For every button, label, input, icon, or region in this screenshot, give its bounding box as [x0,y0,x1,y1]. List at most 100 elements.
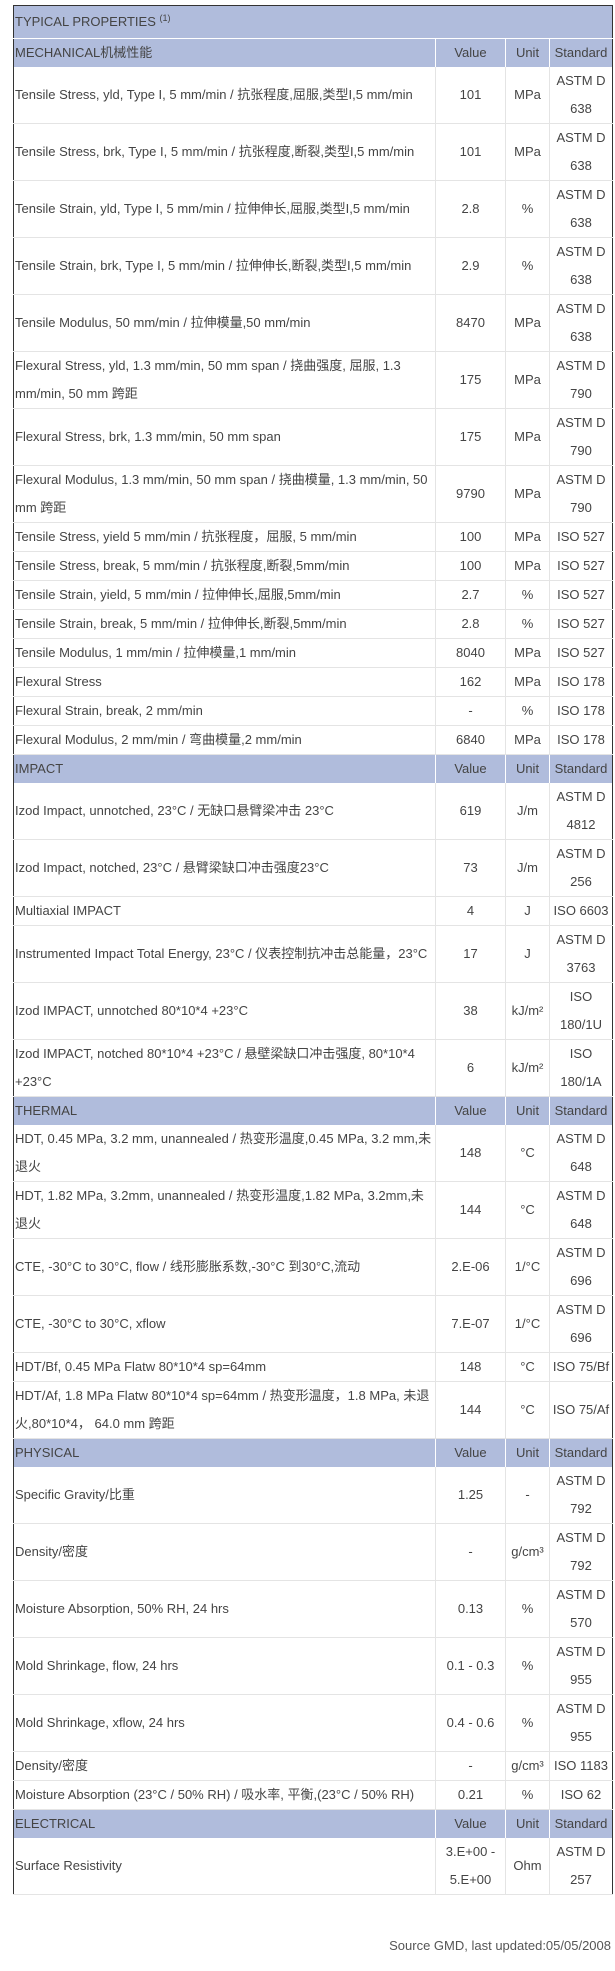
property-value: 2.9 [435,237,506,295]
property-name: HDT, 1.82 MPa, 3.2mm, unannealed / 热变形温度… [13,1181,436,1239]
property-unit: J [505,896,550,926]
property-name: Tensile Stress, break, 5 mm/min / 抗张程度,断… [13,551,436,581]
property-standard: ISO 178 [549,725,613,755]
property-unit: % [505,1580,550,1638]
property-unit: MPa [505,465,550,523]
property-unit: 1/°C [505,1295,550,1353]
property-name: Flexural Strain, break, 2 mm/min [13,696,436,726]
property-standard: ASTM D 792 [549,1467,613,1524]
property-value: 175 [435,408,506,466]
table-row: Izod Impact, unnotched, 23°C / 无缺口悬臂梁冲击 … [13,783,613,840]
property-value: 100 [435,522,506,552]
table-row: Mold Shrinkage, flow, 24 hrs 0.1 - 0.3% AS… [13,1637,613,1695]
table-title-row: TYPICAL PROPERTIES (1) [13,5,613,39]
table-row: Flexural Stress 162 MPa ISO 178 [13,667,613,697]
property-standard: ISO 527 [549,522,613,552]
property-value: 144 [435,1381,506,1439]
property-standard: ASTM D 790 [549,408,613,466]
property-name: HDT/Bf, 0.45 MPa Flatw 80*10*4 sp=64mm [13,1352,436,1382]
property-value: 2.7 [435,580,506,610]
property-value: 175 [435,351,506,409]
property-unit: MPa [505,725,550,755]
property-unit: °C [505,1181,550,1239]
column-header-value: Value [435,38,506,67]
section-header-mechanical: MECHANICAL机械性能 Value Unit Standard [13,38,613,67]
property-standard: ISO 178 [549,667,613,697]
property-name: Mold Shrinkage, flow, 24 hrs [13,1637,436,1695]
property-name: Mold Shrinkage, xflow, 24 hrs [13,1694,436,1752]
property-value: 101 [435,67,506,124]
property-name: Izod Impact, unnotched, 23°C / 无缺口悬臂梁冲击 … [13,783,436,840]
column-header-unit: Unit [505,38,550,67]
table-row: Flexural Stress, brk, 1.3 mm/min, 50 mm … [13,408,613,466]
property-unit: % [505,609,550,639]
section-title: THERMAL [13,1096,436,1125]
property-value: 101 [435,123,506,181]
property-name: Izod Impact, notched, 23°C / 悬臂梁缺口冲击强度23… [13,839,436,897]
section-title: IMPACT [13,754,436,783]
property-name: Flexural Stress, brk, 1.3 mm/min, 50 mm … [13,408,436,466]
column-header-value: Value [435,1438,506,1467]
table-row: Moisture Absorption, 50% RH, 24 hrs 0.13%… [13,1580,613,1638]
property-unit: MPa [505,123,550,181]
property-standard: ASTM D 638 [549,294,613,352]
property-name: Izod IMPACT, unnotched 80*10*4 +23°C [13,982,436,1040]
property-standard: ASTM D 3763 [549,925,613,983]
table-row: Multiaxial IMPACT 4 J ISO 6603 [13,896,613,926]
property-standard: ASTM D 696 [549,1238,613,1296]
section-header-physical: PHYSICAL Value Unit Standard [13,1438,613,1467]
property-name: CTE, -30°C to 30°C, xflow [13,1295,436,1353]
property-value: 6840 [435,725,506,755]
property-name: Surface Resistivity [13,1838,436,1895]
property-unit: % [505,237,550,295]
property-name: Tensile Stress, yld, Type I, 5 mm/min / … [13,67,436,124]
table-row: HDT, 1.82 MPa, 3.2mm, unannealed / 热变形温度… [13,1181,613,1239]
property-unit: MPa [505,551,550,581]
property-value: 0.21 [435,1780,506,1810]
property-name: CTE, -30°C to 30°C, flow / 线形膨胀系数,-30°C … [13,1238,436,1296]
table-row: Tensile Strain, yld, Type I, 5 mm/min / … [13,180,613,238]
property-unit: MPa [505,522,550,552]
property-standard: ISO 180/1A [549,1039,613,1097]
property-name: Flexural Modulus, 2 mm/min / 弯曲模量,2 mm/m… [13,725,436,755]
property-value: 0.1 - 0.3 [435,1637,506,1695]
table-row: HDT, 0.45 MPa, 3.2 mm, unannealed / 热变形温… [13,1125,613,1182]
section-header-thermal: THERMAL Value Unit Standard [13,1096,613,1125]
property-standard: ASTM D 4812 [549,783,613,840]
property-standard: ISO 6603 [549,896,613,926]
property-value: 0.13 [435,1580,506,1638]
property-unit: MPa [505,67,550,124]
table-title: TYPICAL PROPERTIES (1) [13,5,613,39]
property-standard: ASTM D 790 [549,465,613,523]
table-row: HDT/Bf, 0.45 MPa Flatw 80*10*4 sp=64mm 14… [13,1352,613,1382]
table-row: Tensile Stress, brk, Type I, 5 mm/min / … [13,123,613,181]
table-row: Tensile Strain, brk, Type I, 5 mm/min / … [13,237,613,295]
property-standard: ASTM D 638 [549,180,613,238]
table-row: Tensile Stress, yield 5 mm/min / 抗张程度，屈服… [13,522,613,552]
table-row: Tensile Modulus, 50 mm/min / 拉伸模量,50 mm/… [13,294,613,352]
property-value: - [435,696,506,726]
property-value: 7.E-07 [435,1295,506,1353]
property-value: - [435,1751,506,1781]
property-name: HDT, 0.45 MPa, 3.2 mm, unannealed / 热变形温… [13,1125,436,1182]
section-title: MECHANICAL机械性能 [13,38,436,67]
property-value: 100 [435,551,506,581]
column-header-standard: Standard [549,1438,613,1467]
table-row: Flexural Modulus, 1.3 mm/min, 50 mm span… [13,465,613,523]
property-name: Specific Gravity/比重 [13,1467,436,1524]
table-row: Density/密度 - g/cm³ ASTM D 792 [13,1523,613,1581]
property-value: 8040 [435,638,506,668]
section-title: ELECTRICAL [13,1809,436,1838]
property-name: Tensile Strain, brk, Type I, 5 mm/min / … [13,237,436,295]
column-header-standard: Standard [549,754,613,783]
table-row: Mold Shrinkage, xflow, 24 hrs 0.4 - 0.6% A… [13,1694,613,1752]
property-standard: ASTM D 790 [549,351,613,409]
property-unit: MPa [505,351,550,409]
property-name: Flexural Stress, yld, 1.3 mm/min, 50 mm … [13,351,436,409]
property-name: Tensile Strain, break, 5 mm/min / 拉伸伸长,断… [13,609,436,639]
property-name: Flexural Stress [13,667,436,697]
property-unit: g/cm³ [505,1751,550,1781]
property-unit: MPa [505,294,550,352]
property-standard: ISO 178 [549,696,613,726]
column-header-standard: Standard [549,1096,613,1125]
